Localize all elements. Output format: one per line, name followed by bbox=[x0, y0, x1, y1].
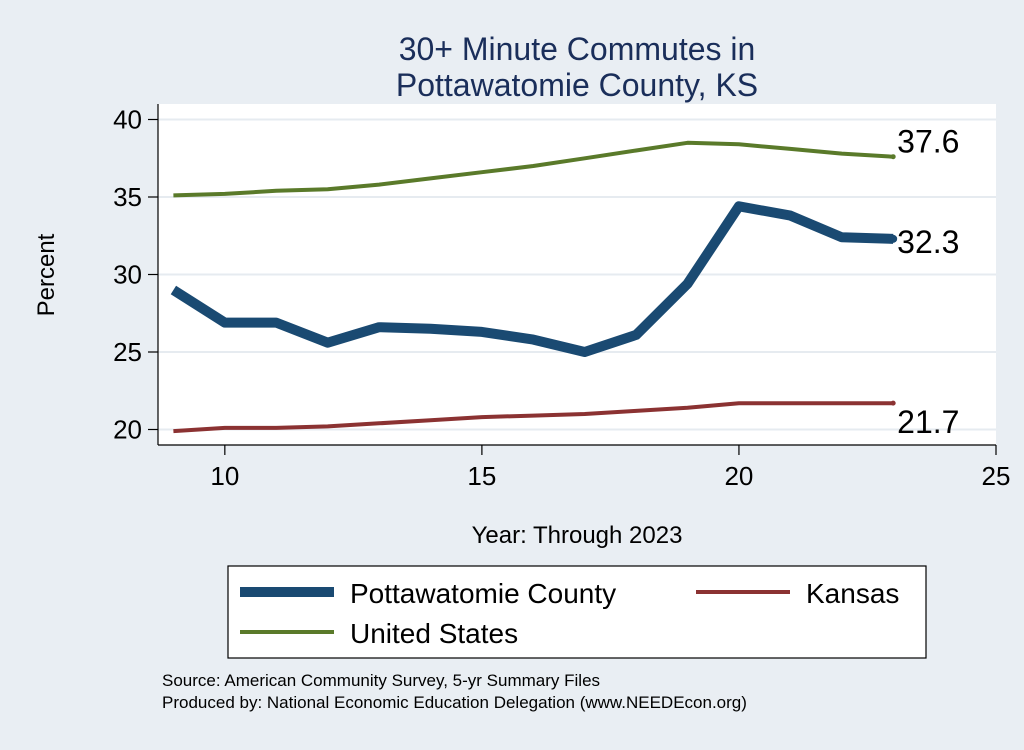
x-axis-title: Year: Through 2023 bbox=[472, 522, 683, 549]
legend-label: United States bbox=[350, 618, 518, 649]
chart-title-line: Pottawatomie County, KS bbox=[396, 67, 758, 103]
series-end-point bbox=[889, 234, 898, 243]
legend-label: Pottawatomie County bbox=[350, 578, 616, 609]
y-tick-label: 20 bbox=[113, 415, 142, 445]
x-tick-label: 15 bbox=[467, 461, 496, 491]
y-tick-label: 35 bbox=[113, 182, 142, 212]
series-line-united-states bbox=[173, 140, 894, 198]
y-tick-label: 25 bbox=[113, 337, 142, 367]
series-end-point bbox=[890, 400, 896, 406]
y-tick-label: 30 bbox=[113, 260, 142, 290]
legend-box bbox=[227, 565, 927, 659]
end-label: 37.6 bbox=[897, 124, 959, 160]
end-label: 21.7 bbox=[897, 404, 959, 440]
series-line-kansas bbox=[173, 401, 894, 434]
source-note: Source: American Community Survey, 5-yr … bbox=[162, 671, 600, 690]
x-tick-label: 10 bbox=[210, 461, 239, 491]
x-tick-label: 25 bbox=[982, 461, 1011, 491]
x-tick-label: 20 bbox=[724, 461, 753, 491]
chart-title-line: 30+ Minute Commutes in bbox=[399, 31, 756, 67]
end-label: 32.3 bbox=[897, 224, 959, 260]
source-note: Produced by: National Economic Education… bbox=[162, 693, 747, 712]
y-tick-label: 40 bbox=[113, 105, 142, 135]
series-end-point bbox=[890, 154, 896, 160]
series-line-pottawatomie-county bbox=[170, 201, 894, 357]
legend-label: Kansas bbox=[806, 578, 899, 609]
y-axis-title: Percent bbox=[33, 233, 60, 316]
